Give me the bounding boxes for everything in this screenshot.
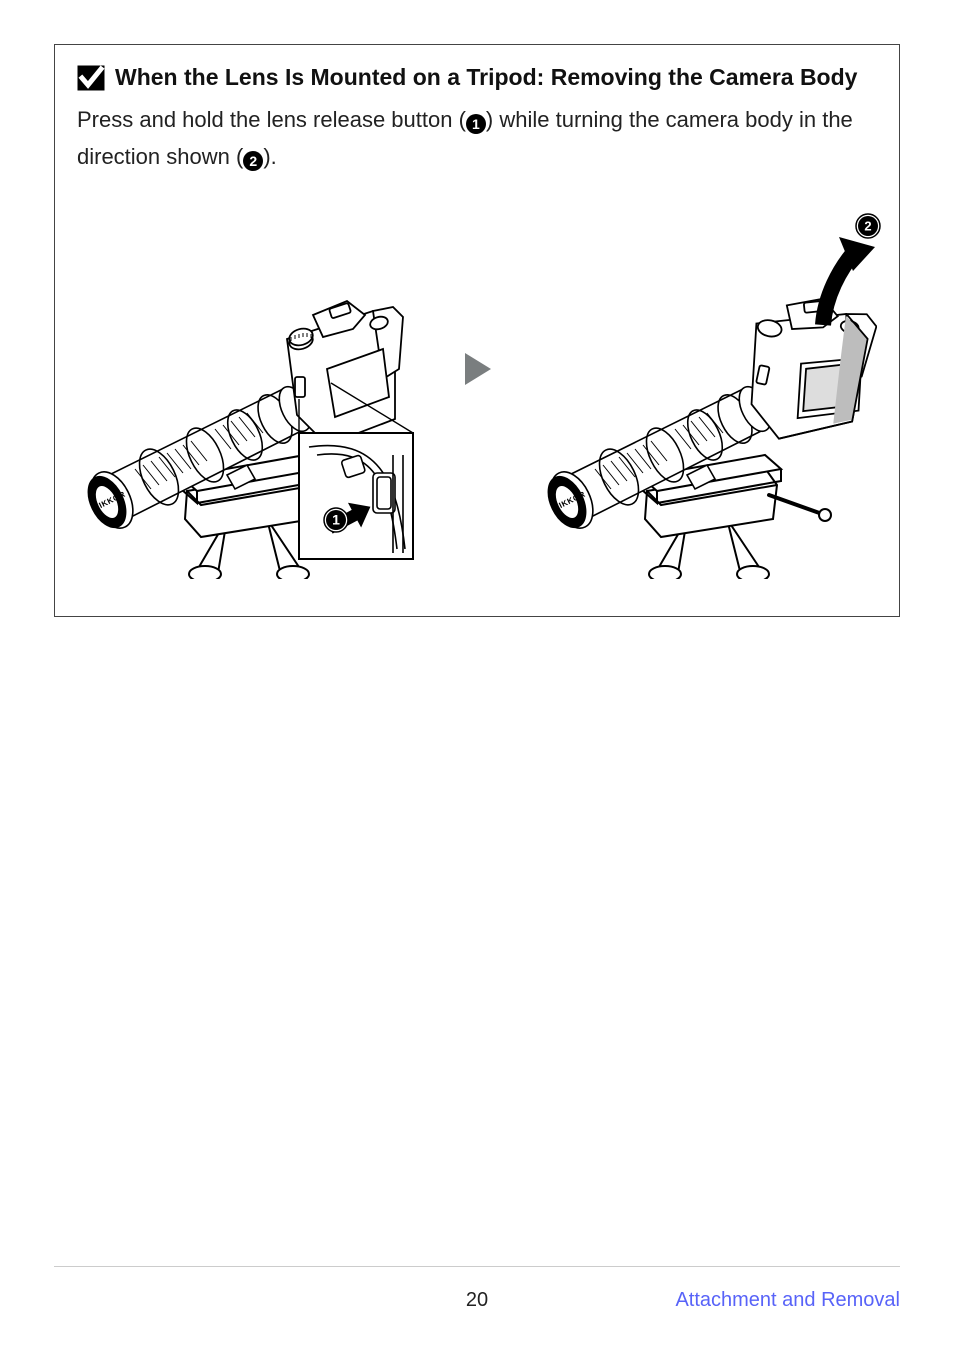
body-part-3: ).: [263, 144, 276, 169]
rotation-arrow-icon: [823, 237, 875, 325]
callout-2-inline-icon: 2: [243, 151, 263, 171]
note-body: Press and hold the lens release button (…: [77, 101, 877, 176]
note-title-row: When the Lens Is Mounted on a Tripod: Re…: [77, 63, 877, 93]
manual-page: When the Lens Is Mounted on a Tripod: Re…: [0, 0, 954, 1354]
section-link[interactable]: Attachment and Removal: [675, 1289, 900, 1311]
callout-1-inline-icon: 1: [466, 114, 486, 134]
note-title: When the Lens Is Mounted on a Tripod: Re…: [115, 63, 857, 93]
callout-1-badge: 1: [323, 507, 349, 538]
page-number: 20: [466, 1289, 488, 1312]
sequence-arrow-icon: [459, 351, 495, 387]
svg-text:1: 1: [332, 511, 340, 527]
body-part-1: Press and hold the lens release button (: [77, 107, 466, 132]
page-footer: 20 Attachment and Removal: [54, 1266, 900, 1312]
footer-section-link[interactable]: Attachment and Removal: [488, 1289, 900, 1312]
svg-text:2: 2: [864, 218, 871, 233]
figure-area: NIKKOR: [77, 204, 877, 594]
illustration-after: NIKKOR: [527, 219, 877, 579]
checkmark-box-icon: [77, 65, 105, 91]
callout-2-badge: 2: [855, 213, 881, 244]
illustration-before: NIKKOR: [77, 219, 427, 579]
footer-left-spacer: [54, 1289, 466, 1312]
note-box: When the Lens Is Mounted on a Tripod: Re…: [54, 44, 900, 617]
